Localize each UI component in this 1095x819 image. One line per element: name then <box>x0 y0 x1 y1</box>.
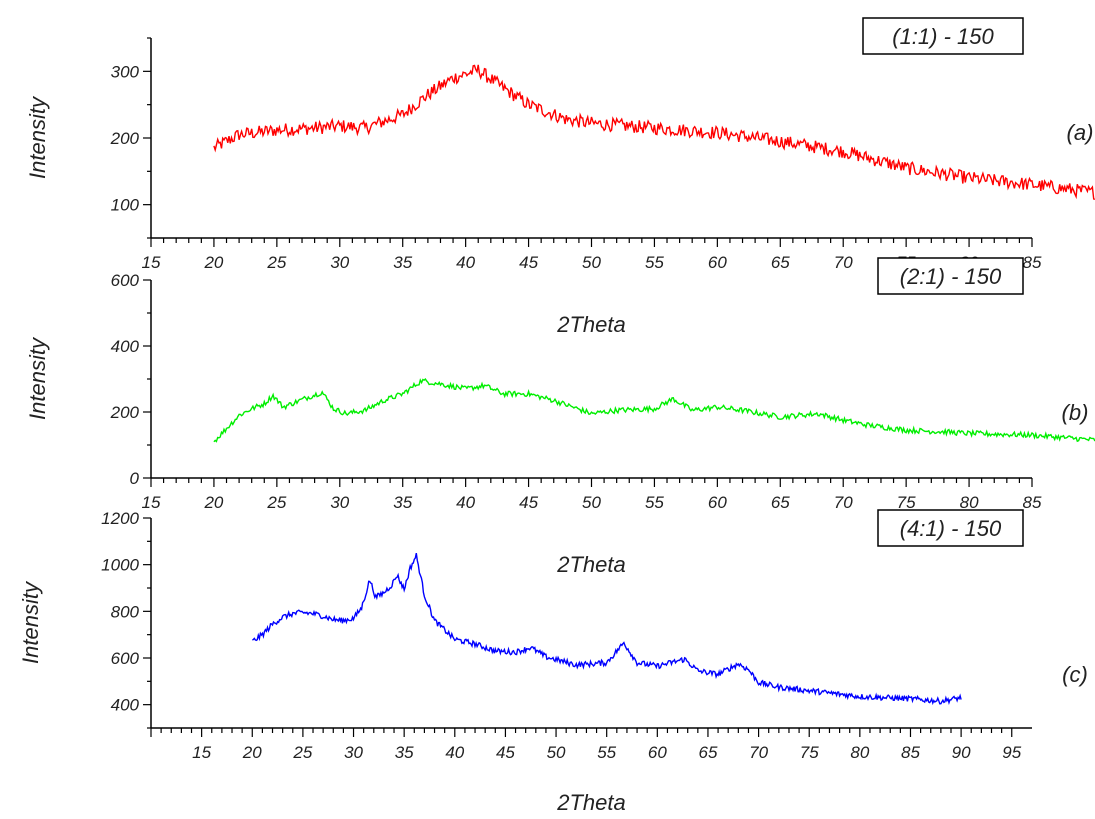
x-tick-label: 70 <box>834 253 853 272</box>
x-tick-label: 65 <box>771 493 790 512</box>
x-tick-label: 20 <box>203 253 223 272</box>
y-tick-label: 300 <box>111 62 140 81</box>
x-tick-label: 55 <box>597 743 616 762</box>
x-tick-label: 35 <box>393 493 412 512</box>
y-tick-label: 200 <box>110 129 140 148</box>
panel-label: (b) <box>1062 400 1089 425</box>
y-tick-label: 400 <box>111 337 140 356</box>
x-tick-label: 20 <box>203 493 223 512</box>
y-tick-label: 1200 <box>101 509 139 528</box>
x-tick-label: 65 <box>771 253 790 272</box>
y-tick-label: 600 <box>111 271 140 290</box>
panel-label: (a) <box>1067 120 1094 145</box>
panel-label: (c) <box>1062 662 1088 687</box>
y-tick-label: 600 <box>111 649 140 668</box>
legend-text: (2:1) - 150 <box>900 264 1002 289</box>
x-tick-label: 70 <box>749 743 768 762</box>
series-line <box>252 552 962 706</box>
legend-box <box>862 17 1024 55</box>
x-tick-label: 30 <box>330 253 349 272</box>
x-tick-label: 65 <box>698 743 717 762</box>
y-tick-label: 100 <box>111 196 140 215</box>
x-tick-label: 25 <box>266 493 286 512</box>
y-tick-label: 1000 <box>101 556 139 575</box>
x-tick-label: 45 <box>519 493 538 512</box>
x-tick-label: 20 <box>242 743 262 762</box>
x-tick-label: 35 <box>395 743 414 762</box>
series-line <box>213 64 1095 200</box>
x-tick-label: 40 <box>445 743 464 762</box>
x-tick-label: 50 <box>582 493 601 512</box>
x-tick-label: 15 <box>192 743 211 762</box>
x-tick-label: 25 <box>266 253 286 272</box>
x-tick-label: 95 <box>1002 743 1021 762</box>
x-tick-label: 50 <box>582 253 601 272</box>
x-tick-label: 85 <box>901 743 920 762</box>
panel-c: 15 20 25 30 35 40 45 50 55 60 65 70 75 80 85 90 95 400 600… <box>18 509 1088 815</box>
legend-text: (4:1) - 150 <box>900 516 1002 541</box>
x-tick-label: 75 <box>897 493 916 512</box>
y-axis-title: Intensity <box>25 95 50 179</box>
x-tick-label: 60 <box>708 253 727 272</box>
x-tick-label: 55 <box>645 493 664 512</box>
y-axis-title: Intensity <box>25 336 50 420</box>
legend-text: (1:1) - 150 <box>892 24 994 49</box>
x-tick-label: 55 <box>645 253 664 272</box>
x-tick-label: 85 <box>1023 253 1042 272</box>
y-axis-title: Intensity <box>18 580 43 664</box>
x-tick-label: 35 <box>393 253 412 272</box>
y-tick-label: 800 <box>111 602 140 621</box>
x-tick-label: 70 <box>834 493 853 512</box>
x-axis-title: 2Theta <box>556 790 626 815</box>
series-line <box>213 378 1095 443</box>
x-tick-label: 60 <box>648 743 667 762</box>
legend-box <box>877 257 1024 295</box>
x-tick-label: 40 <box>456 493 475 512</box>
x-tick-label: 45 <box>496 743 515 762</box>
x-tick-label: 40 <box>456 253 475 272</box>
x-tick-label: 30 <box>344 743 363 762</box>
x-tick-label: 45 <box>519 253 538 272</box>
x-tick-label: 85 <box>1023 493 1042 512</box>
x-axis-title: 2Theta <box>556 312 626 337</box>
x-tick-label: 80 <box>960 493 979 512</box>
x-tick-label: 50 <box>547 743 566 762</box>
x-tick-label: 30 <box>330 493 349 512</box>
x-tick-label: 60 <box>708 493 727 512</box>
x-tick-label: 15 <box>142 493 161 512</box>
panel-b: 15 20 25 30 35 40 45 50 55 60 65 70 75 80 85 0 200 400 600… <box>25 257 1095 577</box>
x-tick-label: 80 <box>850 743 869 762</box>
x-tick-label: 25 <box>292 743 312 762</box>
y-tick-label: 400 <box>111 696 140 715</box>
x-tick-label: 90 <box>952 743 971 762</box>
legend-box <box>877 509 1024 547</box>
x-tick-label: 75 <box>800 743 819 762</box>
y-tick-label: 200 <box>110 403 140 422</box>
x-axis-title: 2Theta <box>556 552 626 577</box>
x-tick-label: 15 <box>142 253 161 272</box>
y-tick-label: 0 <box>130 469 140 488</box>
